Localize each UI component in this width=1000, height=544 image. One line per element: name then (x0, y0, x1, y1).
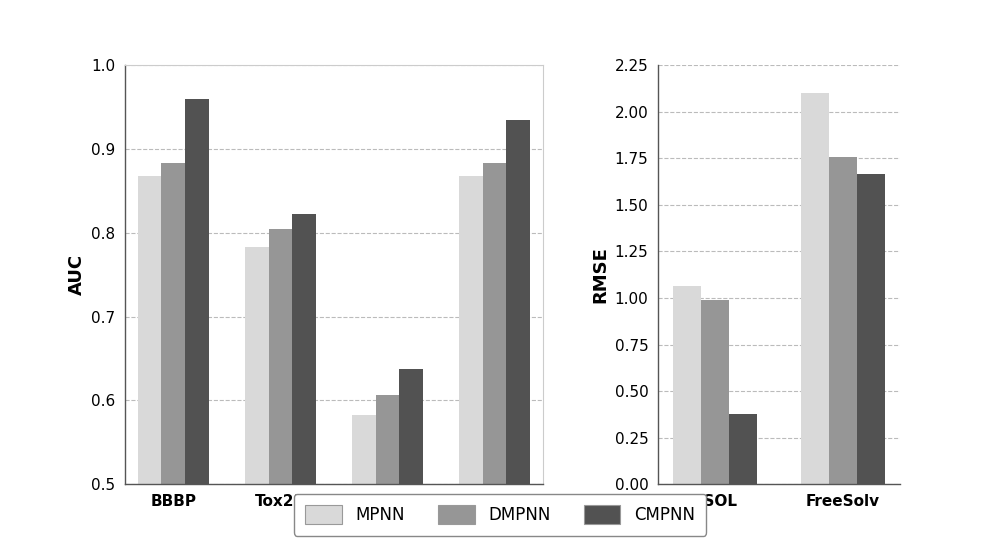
Bar (729, 415, 757, 484)
Bar (701, 300, 729, 484)
Bar (857, 174, 885, 484)
Bar (376, 394, 399, 544)
Bar (459, 176, 483, 544)
Bar (673, 286, 701, 484)
Bar (801, 93, 829, 484)
Bar (506, 120, 530, 544)
Y-axis label: AUC: AUC (67, 254, 85, 295)
Bar (161, 163, 185, 544)
Bar (399, 368, 423, 544)
Bar (138, 176, 161, 544)
Bar (483, 163, 506, 544)
Bar (245, 247, 269, 544)
Bar (269, 228, 292, 544)
Legend: MPNN, DMPNN, CMPNN: MPNN, DMPNN, CMPNN (294, 493, 706, 536)
Bar (292, 214, 316, 544)
Bar (352, 416, 376, 544)
Bar (829, 157, 857, 484)
Bar (185, 99, 209, 544)
Y-axis label: RMSE: RMSE (591, 246, 609, 303)
